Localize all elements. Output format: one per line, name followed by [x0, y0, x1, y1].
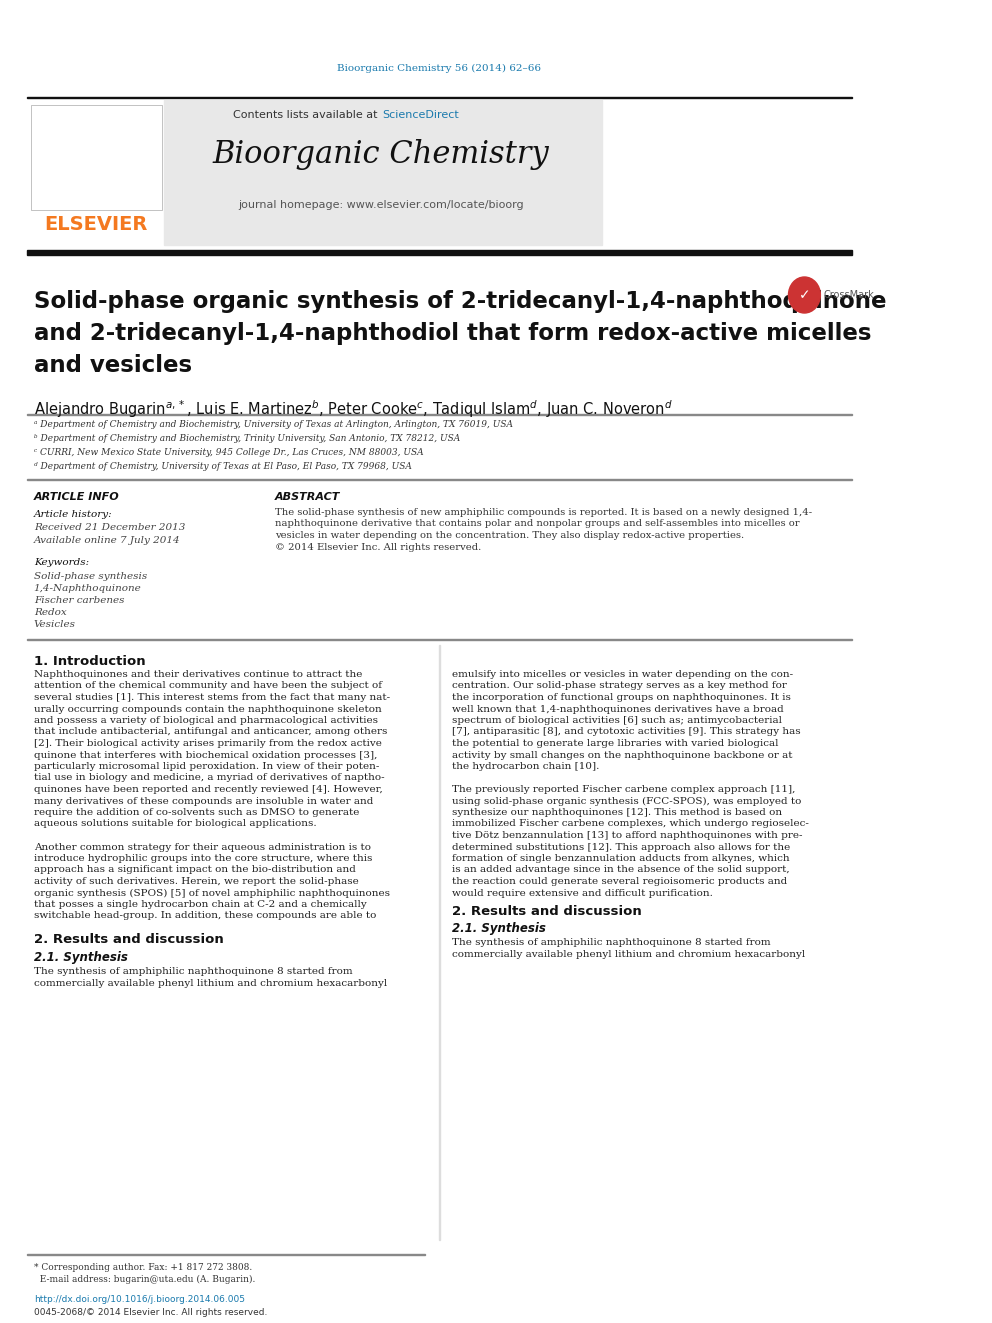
Text: Keywords:: Keywords: — [34, 558, 89, 568]
Text: ELSEVIER: ELSEVIER — [44, 216, 148, 234]
Text: CrossMark: CrossMark — [824, 290, 875, 300]
Text: particularly microsomal lipid peroxidation. In view of their poten-: particularly microsomal lipid peroxidati… — [34, 762, 379, 771]
Text: ABSTRACT: ABSTRACT — [275, 492, 340, 501]
Text: is an added advantage since in the absence of the solid support,: is an added advantage since in the absen… — [451, 865, 790, 875]
Text: urally occurring compounds contain the naphthoquinone skeleton: urally occurring compounds contain the n… — [34, 705, 381, 713]
Text: and 2-tridecanyl-1,4-naphthodiol that form redox-active micelles: and 2-tridecanyl-1,4-naphthodiol that fo… — [34, 321, 871, 345]
Circle shape — [791, 279, 818, 311]
Text: Available online 7 July 2014: Available online 7 July 2014 — [34, 536, 181, 545]
Bar — [164, 101, 602, 245]
Text: Solid-phase synthesis: Solid-phase synthesis — [34, 572, 147, 581]
Bar — [31, 105, 162, 210]
Text: attention of the chemical community and have been the subject of: attention of the chemical community and … — [34, 681, 382, 691]
Text: formation of single benzannulation adducts from alkynes, which: formation of single benzannulation adduc… — [451, 855, 790, 863]
Text: Another common strategy for their aqueous administration is to: Another common strategy for their aqueou… — [34, 843, 371, 852]
Text: aqueous solutions suitable for biological applications.: aqueous solutions suitable for biologica… — [34, 819, 316, 828]
Text: Vesicles: Vesicles — [34, 620, 75, 628]
Text: approach has a significant impact on the bio-distribution and: approach has a significant impact on the… — [34, 865, 355, 875]
Text: 2.1. Synthesis: 2.1. Synthesis — [34, 951, 128, 964]
Text: ᵇ Department of Chemistry and Biochemistry, Trinity University, San Antonio, TX : ᵇ Department of Chemistry and Biochemist… — [34, 434, 460, 443]
Text: require the addition of co-solvents such as DMSO to generate: require the addition of co-solvents such… — [34, 808, 359, 818]
Text: Fischer carbenes: Fischer carbenes — [34, 595, 124, 605]
Text: well known that 1,4-naphthoquinones derivatives have a broad: well known that 1,4-naphthoquinones deri… — [451, 705, 784, 713]
Text: commercially available phenyl lithium and chromium hexacarbonyl: commercially available phenyl lithium an… — [34, 979, 387, 988]
Text: Bioorganic Chemistry: Bioorganic Chemistry — [212, 139, 550, 171]
Text: introduce hydrophilic groups into the core structure, where this: introduce hydrophilic groups into the co… — [34, 855, 372, 863]
Text: naphthoquinone derivative that contains polar and nonpolar groups and self-assem: naphthoquinone derivative that contains … — [275, 520, 800, 528]
Text: 2.1. Synthesis: 2.1. Synthesis — [451, 922, 546, 935]
Text: and vesicles: and vesicles — [34, 355, 191, 377]
Text: that include antibacterial, antifungal and anticancer, among others: that include antibacterial, antifungal a… — [34, 728, 387, 737]
Text: Solid-phase organic synthesis of 2-tridecanyl-1,4-naphthoquinone: Solid-phase organic synthesis of 2-tride… — [34, 290, 886, 314]
Text: spectrum of biological activities [6] such as; antimycobacterial: spectrum of biological activities [6] su… — [451, 716, 782, 725]
Text: http://dx.doi.org/10.1016/j.bioorg.2014.06.005: http://dx.doi.org/10.1016/j.bioorg.2014.… — [34, 1295, 245, 1304]
Text: commercially available phenyl lithium and chromium hexacarbonyl: commercially available phenyl lithium an… — [451, 950, 806, 959]
Text: organic synthesis (SPOS) [5] of novel amphiphilic naphthoquinones: organic synthesis (SPOS) [5] of novel am… — [34, 889, 390, 897]
Text: ᶜ CURRI, New Mexico State University, 945 College Dr., Las Cruces, NM 88003, USA: ᶜ CURRI, New Mexico State University, 94… — [34, 448, 424, 456]
Text: tive Dötz benzannulation [13] to afford naphthoquinones with pre-: tive Dötz benzannulation [13] to afford … — [451, 831, 803, 840]
Text: ARTICLE INFO: ARTICLE INFO — [34, 492, 119, 501]
Circle shape — [789, 277, 820, 314]
Text: Article history:: Article history: — [34, 509, 112, 519]
Text: immobilized Fischer carbene complexes, which undergo regioselec-: immobilized Fischer carbene complexes, w… — [451, 819, 808, 828]
Text: the reaction could generate several regioisomeric products and: the reaction could generate several regi… — [451, 877, 787, 886]
Text: © 2014 Elsevier Inc. All rights reserved.: © 2014 Elsevier Inc. All rights reserved… — [275, 542, 481, 552]
Text: tial use in biology and medicine, a myriad of derivatives of naptho-: tial use in biology and medicine, a myri… — [34, 774, 384, 782]
Circle shape — [792, 280, 816, 310]
Text: using solid-phase organic synthesis (FCC-SPOS), was employed to: using solid-phase organic synthesis (FCC… — [451, 796, 802, 806]
Text: Naphthoquinones and their derivatives continue to attract the: Naphthoquinones and their derivatives co… — [34, 669, 362, 679]
Text: 1,4-Naphthoquinone: 1,4-Naphthoquinone — [34, 583, 142, 593]
Text: 0045-2068/© 2014 Elsevier Inc. All rights reserved.: 0045-2068/© 2014 Elsevier Inc. All right… — [34, 1308, 267, 1316]
Text: 2. Results and discussion: 2. Results and discussion — [34, 933, 223, 946]
Text: several studies [1]. This interest stems from the fact that many nat-: several studies [1]. This interest stems… — [34, 693, 390, 703]
Text: emulsify into micelles or vesicles in water depending on the con-: emulsify into micelles or vesicles in wa… — [451, 669, 793, 679]
Text: Received 21 December 2013: Received 21 December 2013 — [34, 523, 186, 532]
Text: ✓: ✓ — [799, 288, 810, 302]
Text: that posses a single hydrocarbon chain at C-2 and a chemically: that posses a single hydrocarbon chain a… — [34, 900, 366, 909]
Text: The previously reported Fischer carbene complex approach [11],: The previously reported Fischer carbene … — [451, 785, 796, 794]
Text: The synthesis of amphiphilic naphthoquinone 8 started from: The synthesis of amphiphilic naphthoquin… — [34, 967, 352, 976]
Text: The synthesis of amphiphilic naphthoquinone 8 started from: The synthesis of amphiphilic naphthoquin… — [451, 938, 771, 947]
Text: determined substitutions [12]. This approach also allows for the: determined substitutions [12]. This appr… — [451, 843, 790, 852]
Text: the incorporation of functional groups on naphthoquinones. It is: the incorporation of functional groups o… — [451, 693, 791, 703]
Text: and possess a variety of biological and pharmacological activities: and possess a variety of biological and … — [34, 716, 378, 725]
Text: activity by small changes on the naphthoquinone backbone or at: activity by small changes on the naphtho… — [451, 750, 793, 759]
Text: many derivatives of these compounds are insoluble in water and: many derivatives of these compounds are … — [34, 796, 373, 806]
Text: ᵈ Department of Chemistry, University of Texas at El Paso, El Paso, TX 79968, US: ᵈ Department of Chemistry, University of… — [34, 462, 412, 471]
Text: 2. Results and discussion: 2. Results and discussion — [451, 905, 642, 918]
Text: quinones have been reported and recently reviewed [4]. However,: quinones have been reported and recently… — [34, 785, 382, 794]
Text: the hydrocarbon chain [10].: the hydrocarbon chain [10]. — [451, 762, 599, 771]
Text: [2]. Their biological activity arises primarily from the redox active: [2]. Their biological activity arises pr… — [34, 740, 382, 747]
Text: Contents lists available at: Contents lists available at — [233, 110, 381, 120]
Text: * Corresponding author. Fax: +1 817 272 3808.: * Corresponding author. Fax: +1 817 272 … — [34, 1263, 252, 1271]
Bar — [27, 97, 852, 98]
Text: activity of such derivatives. Herein, we report the solid-phase: activity of such derivatives. Herein, we… — [34, 877, 358, 886]
Text: synthesize our naphthoquinones [12]. This method is based on: synthesize our naphthoquinones [12]. Thi… — [451, 808, 782, 818]
Text: switchable head-group. In addition, these compounds are able to: switchable head-group. In addition, thes… — [34, 912, 376, 921]
Text: Alejandro Bugarin$^{a,*}$, Luis E. Martinez$^{b}$, Peter Cooke$^{c}$, Tadiqul Is: Alejandro Bugarin$^{a,*}$, Luis E. Marti… — [34, 398, 673, 419]
Text: journal homepage: www.elsevier.com/locate/bioorg: journal homepage: www.elsevier.com/locat… — [238, 200, 524, 210]
Text: [7], antiparasitic [8], and cytotoxic activities [9]. This strategy has: [7], antiparasitic [8], and cytotoxic ac… — [451, 728, 801, 737]
Text: the potential to generate large libraries with varied biological: the potential to generate large librarie… — [451, 740, 779, 747]
Text: ᵃ Department of Chemistry and Biochemistry, University of Texas at Arlington, Ar: ᵃ Department of Chemistry and Biochemist… — [34, 419, 513, 429]
Text: The solid-phase synthesis of new amphiphilic compounds is reported. It is based : The solid-phase synthesis of new amphiph… — [275, 508, 811, 517]
Text: quinone that interferes with biochemical oxidation processes [3],: quinone that interferes with biochemical… — [34, 750, 377, 759]
Bar — [27, 250, 852, 255]
Text: Redox: Redox — [34, 609, 66, 617]
Text: Bioorganic Chemistry 56 (2014) 62–66: Bioorganic Chemistry 56 (2014) 62–66 — [337, 64, 542, 73]
Text: 1. Introduction: 1. Introduction — [34, 655, 145, 668]
Text: E-mail address: bugarin@uta.edu (A. Bugarin).: E-mail address: bugarin@uta.edu (A. Buga… — [34, 1275, 255, 1285]
Text: ScienceDirect: ScienceDirect — [383, 110, 459, 120]
Text: vesicles in water depending on the concentration. They also display redox-active: vesicles in water depending on the conce… — [275, 531, 744, 540]
Text: would require extensive and difficult purification.: would require extensive and difficult pu… — [451, 889, 712, 897]
Text: centration. Our solid-phase strategy serves as a key method for: centration. Our solid-phase strategy ser… — [451, 681, 787, 691]
